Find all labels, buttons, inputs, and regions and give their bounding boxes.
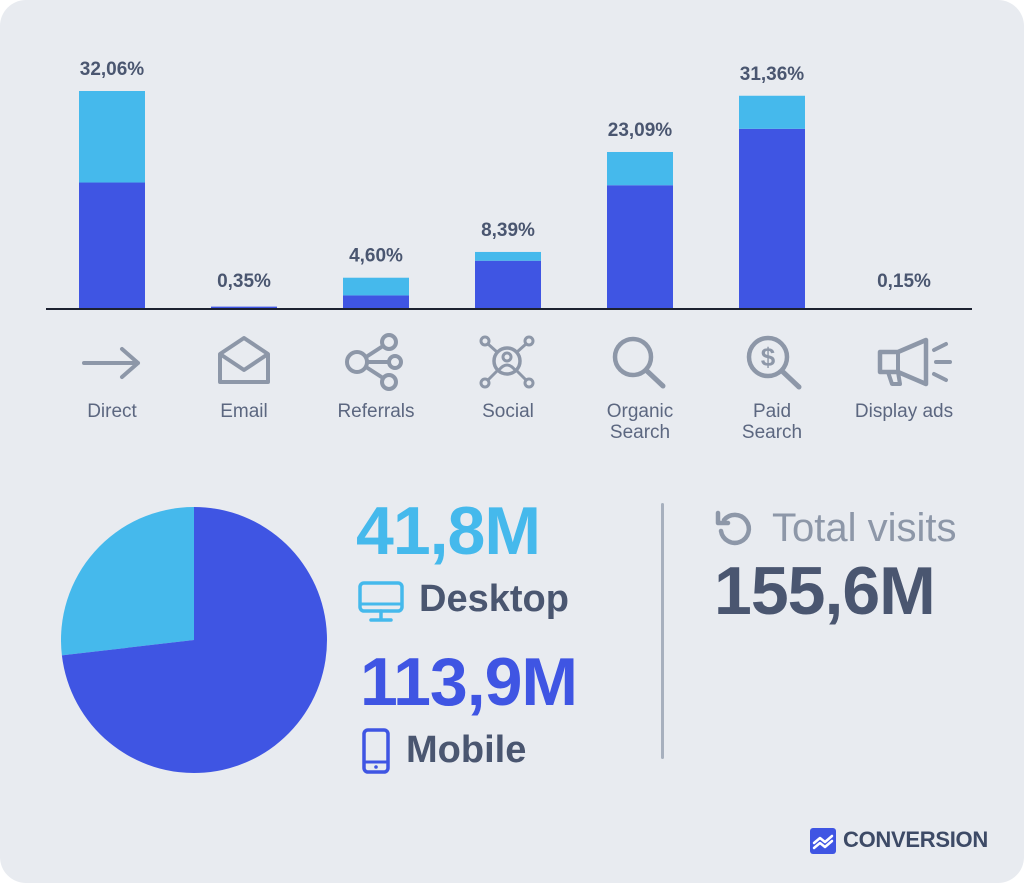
smartphone-icon: [362, 728, 390, 774]
mobile-label: Mobile: [406, 729, 527, 771]
category-label: Social: [482, 401, 534, 422]
category-label: Organic Search: [607, 401, 674, 443]
category-label: Referrals: [337, 401, 414, 422]
desktop-visits-value: 41,8M: [356, 493, 541, 569]
bar-segment-secondary: [343, 277, 409, 296]
category-label: Email: [220, 401, 268, 422]
bar-value-label: 0,35%: [217, 271, 271, 292]
bar-segment-secondary: [475, 251, 541, 261]
bar-value-label: 32,06%: [80, 59, 145, 80]
conversion-logo-icon: [810, 828, 836, 854]
bar-segment-primary: [79, 182, 145, 309]
bar-segment-secondary: [739, 95, 805, 129]
bar-value-label: 31,36%: [740, 64, 805, 85]
total-visits-value: 155,6M: [714, 553, 936, 629]
bar-segment-primary: [475, 260, 541, 309]
bar-value-label: 4,60%: [349, 246, 403, 267]
bar-value-label: 23,09%: [608, 120, 673, 141]
arrow-right-icon: [82, 347, 140, 379]
dollar-magnifier-icon: $: [746, 335, 802, 390]
vertical-divider: [661, 503, 664, 759]
bar-segment-primary: [343, 295, 409, 309]
svg-text:$: $: [761, 342, 776, 372]
total-visits-label: Total visits: [772, 506, 957, 550]
category-label: Display ads: [855, 401, 953, 422]
pie-slice-mobile: [61, 507, 328, 774]
bar-value-label: 0,15%: [877, 271, 931, 292]
pie-slice-desktop: [61, 507, 194, 656]
bar-segment-secondary: [79, 91, 145, 183]
bar-segment-primary: [739, 128, 805, 309]
brand-name: CONVERSION: [843, 827, 988, 852]
envelope-icon: [218, 336, 270, 384]
magnifier-icon: [612, 336, 666, 389]
megaphone-icon: [877, 337, 952, 387]
bar-segment-primary: [211, 306, 277, 309]
traffic-sources-bar-chart: 32,06% 0,35% 4,60% 8,39% 23,09% 31,36% 0,15% D…: [46, 59, 972, 443]
mobile-visits-value: 113,9M: [360, 644, 578, 720]
share-nodes-icon: [345, 333, 403, 391]
bar-value-label: 8,39%: [481, 220, 535, 241]
desktop-label: Desktop: [419, 578, 569, 620]
bar-segment-primary: [607, 185, 673, 309]
category-label: Direct: [87, 401, 137, 422]
monitor-icon: [358, 581, 404, 622]
bar-segment-secondary: [607, 151, 673, 186]
social-network-icon: [479, 335, 535, 389]
refresh-icon: [715, 510, 752, 546]
category-label: Paid Search: [742, 401, 802, 443]
